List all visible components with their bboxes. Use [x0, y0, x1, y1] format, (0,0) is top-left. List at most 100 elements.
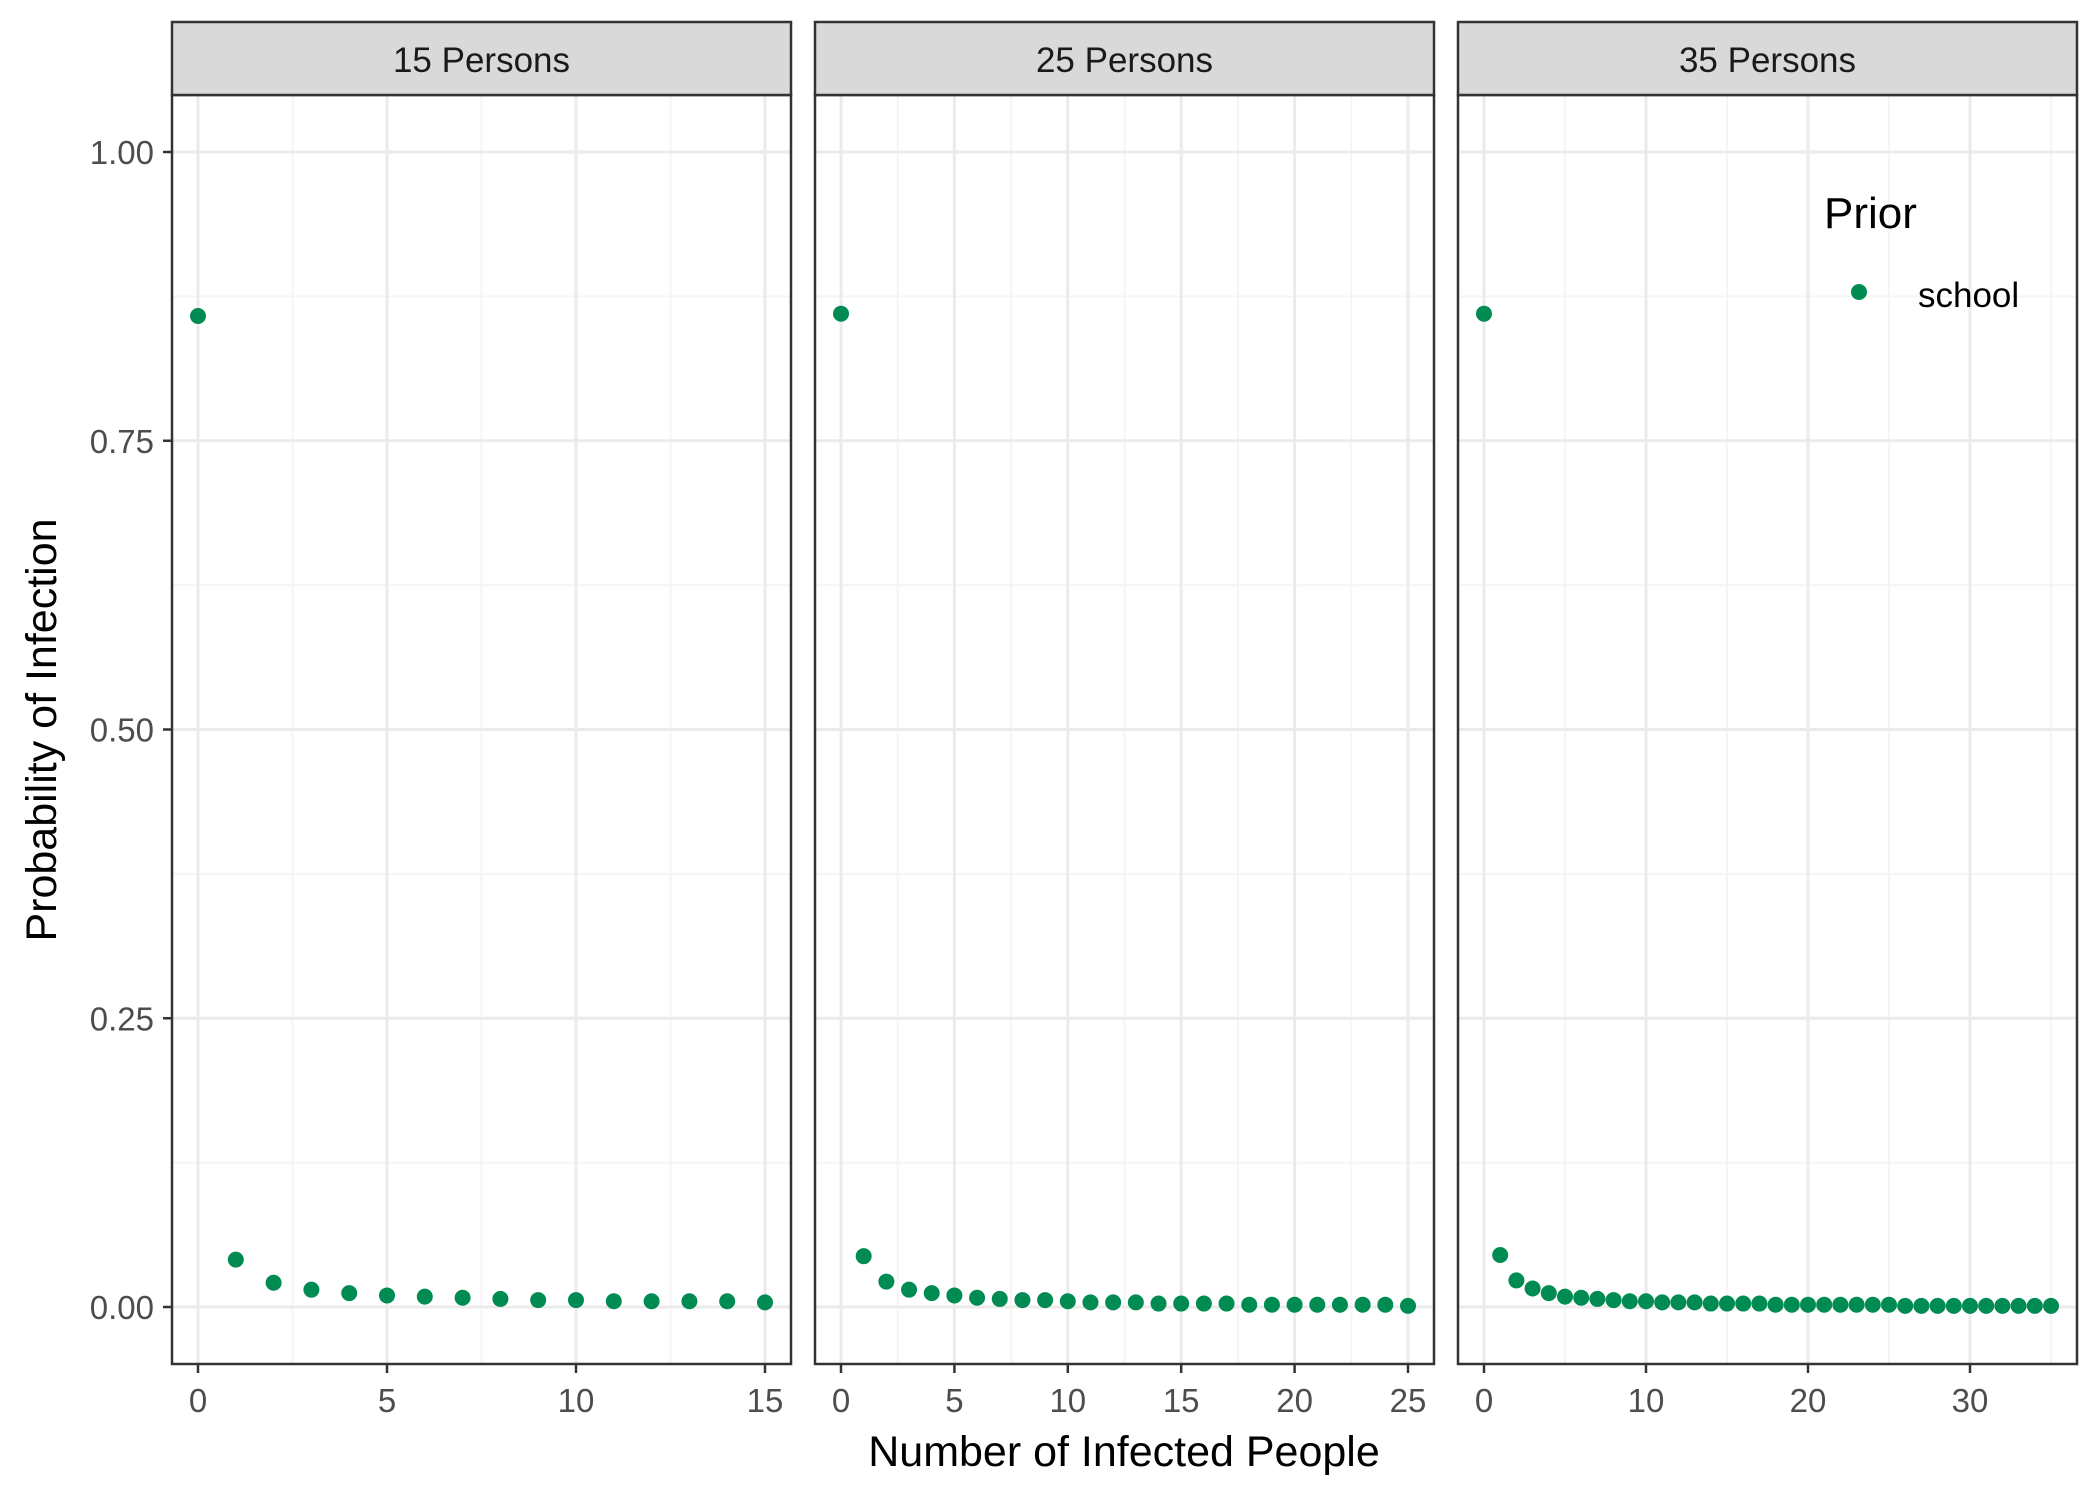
data-point	[1929, 1297, 1946, 1314]
data-point	[1309, 1296, 1326, 1313]
legend-title: Prior	[1824, 189, 1917, 238]
data-point	[190, 308, 206, 325]
x-tick-label: 30	[1952, 1382, 1989, 1419]
data-point	[1263, 1296, 1280, 1313]
data-point	[1783, 1296, 1800, 1313]
x-tick-label: 10	[558, 1382, 595, 1419]
data-point	[1945, 1297, 1962, 1314]
data-point	[1492, 1247, 1509, 1264]
data-point	[1573, 1289, 1590, 1306]
data-point	[1589, 1290, 1606, 1307]
x-tick-label: 0	[1475, 1382, 1493, 1419]
y-tick-label: 0.50	[90, 712, 154, 749]
data-point	[2026, 1297, 2043, 1314]
data-point	[1994, 1297, 2011, 1314]
data-point	[1524, 1280, 1541, 1297]
data-point	[719, 1293, 736, 1310]
x-tick-label: 5	[945, 1382, 963, 1419]
data-point	[265, 1274, 282, 1291]
panels-layer: 15 Persons 0 5 10 15 25 Persons 0 5 10 15 20 25 35 P…	[170, 20, 2079, 1419]
data-point	[1913, 1297, 1930, 1314]
x-tick-label: 15	[747, 1382, 784, 1419]
data-point	[1557, 1288, 1573, 1305]
data-point	[1331, 1296, 1348, 1313]
data-point	[1218, 1295, 1235, 1312]
data-point	[901, 1281, 918, 1298]
data-point	[1286, 1296, 1303, 1313]
data-point	[969, 1289, 986, 1306]
legend-label-school: school	[1918, 276, 2019, 315]
data-point	[1654, 1294, 1671, 1311]
data-point	[643, 1293, 660, 1310]
facet-strip	[1456, 20, 2079, 97]
data-point	[1354, 1296, 1371, 1313]
data-point	[1014, 1292, 1031, 1309]
facet-strip	[170, 20, 793, 97]
data-point	[1897, 1297, 1914, 1314]
data-point	[492, 1290, 509, 1307]
data-point	[2010, 1297, 2027, 1314]
data-point	[1832, 1296, 1849, 1313]
data-point	[1173, 1295, 1190, 1312]
data-point	[1400, 1297, 1416, 1314]
x-tick-label: 5	[378, 1382, 396, 1419]
data-point	[1864, 1296, 1881, 1313]
panel-2: 25 Persons 0 5 10 15 20 25	[813, 20, 1436, 1419]
y-axis: 0.00 0.25 0.50 0.75 1.00	[90, 134, 172, 1326]
facet-strip-label: 35 Persons	[1679, 41, 1856, 80]
data-point	[1082, 1294, 1099, 1311]
legend: Prior school	[1824, 189, 2019, 315]
data-point	[303, 1281, 320, 1298]
facet-strip-label: 25 Persons	[1036, 41, 1213, 80]
x-axis-title: Number of Infected People	[868, 1428, 1380, 1476]
data-point	[681, 1293, 698, 1310]
data-point	[1848, 1296, 1865, 1313]
x-tick-label: 25	[1390, 1382, 1427, 1419]
data-point	[605, 1293, 622, 1310]
x-tick-label: 20	[1276, 1382, 1313, 1419]
x-tick-label: 10	[1628, 1382, 1665, 1419]
data-point	[341, 1285, 358, 1302]
panel-3: 35 Persons 0 10 20 30	[1456, 20, 2079, 1419]
data-point	[2043, 1297, 2059, 1314]
data-point	[1702, 1295, 1719, 1312]
y-tick-label: 1.00	[90, 134, 154, 171]
data-point	[1719, 1295, 1735, 1312]
y-tick-label: 0.00	[90, 1289, 154, 1326]
data-point	[568, 1292, 584, 1309]
data-point	[1962, 1297, 1978, 1314]
data-point	[1127, 1294, 1144, 1311]
data-point	[1377, 1296, 1394, 1313]
data-point	[1670, 1294, 1687, 1311]
data-point	[454, 1289, 471, 1306]
y-axis-title: Probability of Infection	[18, 518, 66, 941]
data-point	[1881, 1296, 1897, 1313]
data-point	[855, 1248, 872, 1265]
x-tick-label: 0	[832, 1382, 850, 1419]
data-point	[1978, 1297, 1995, 1314]
data-point	[1686, 1294, 1703, 1311]
data-point	[1105, 1294, 1122, 1311]
data-point	[833, 305, 849, 322]
data-point	[1638, 1293, 1654, 1310]
data-point	[946, 1287, 963, 1304]
data-point	[1508, 1272, 1525, 1289]
data-point	[530, 1292, 547, 1309]
data-point	[1767, 1296, 1784, 1313]
data-point	[1150, 1295, 1167, 1312]
data-point	[1816, 1296, 1833, 1313]
x-tick-label: 10	[1049, 1382, 1086, 1419]
data-point	[1735, 1295, 1752, 1312]
data-point	[757, 1294, 773, 1311]
data-point	[1059, 1293, 1076, 1310]
data-point	[1476, 305, 1492, 322]
data-point	[878, 1273, 895, 1290]
x-tick-label: 15	[1163, 1382, 1200, 1419]
legend-key-school	[1851, 284, 1867, 300]
data-point	[227, 1251, 244, 1268]
data-point	[923, 1285, 940, 1302]
x-tick-label: 20	[1790, 1382, 1827, 1419]
data-point	[416, 1288, 433, 1305]
data-point	[1037, 1292, 1054, 1309]
